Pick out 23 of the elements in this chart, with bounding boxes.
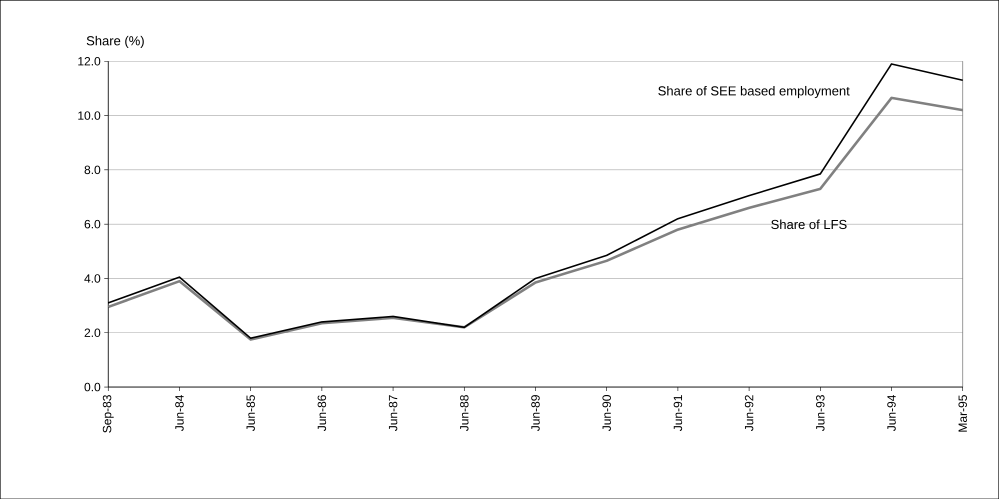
x-tick-label: Sep-83	[102, 394, 114, 433]
y-tick-label: 6.0	[84, 220, 100, 228]
x-tick-label: Jun-94	[887, 394, 896, 431]
x-tick-label: Jun-88	[460, 394, 469, 431]
x-tick-label: Jun-90	[602, 394, 611, 431]
series-label: Share of SEE based employment	[658, 86, 850, 98]
x-tick-label: Jun-92	[744, 395, 754, 431]
x-tick-label: Jun-86	[318, 394, 326, 431]
y-tick-label: 8.0	[84, 165, 100, 174]
y-tick-label: 2.0	[84, 328, 100, 337]
x-tick-label: Jun-87	[388, 395, 398, 431]
x-tick-label: Jun-84	[175, 394, 184, 431]
x-tick-label: Jun-85	[246, 394, 255, 431]
y-axis-title: Share (%)	[86, 36, 144, 48]
x-tick-label: Jun-91	[674, 395, 682, 431]
y-tick-label: 12.0	[78, 56, 100, 66]
y-tick-label: 10.0	[78, 111, 100, 120]
series-label: Share of LFS	[771, 219, 847, 229]
x-tick-label: Mar-95	[958, 394, 967, 432]
x-tick-label: Jun-89	[531, 395, 540, 431]
x-tick-label: Jun-93	[816, 394, 825, 431]
y-tick-label: 4.0	[84, 274, 100, 283]
y-tick-label: 0.0	[84, 382, 100, 392]
